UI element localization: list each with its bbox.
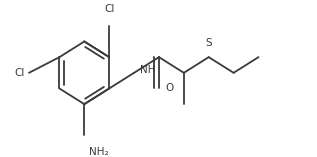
Text: Cl: Cl [14,68,24,78]
Text: Cl: Cl [104,4,114,14]
Text: NH₂: NH₂ [89,147,108,157]
Text: O: O [165,84,174,93]
Text: S: S [205,38,212,48]
Text: NH: NH [139,65,155,75]
